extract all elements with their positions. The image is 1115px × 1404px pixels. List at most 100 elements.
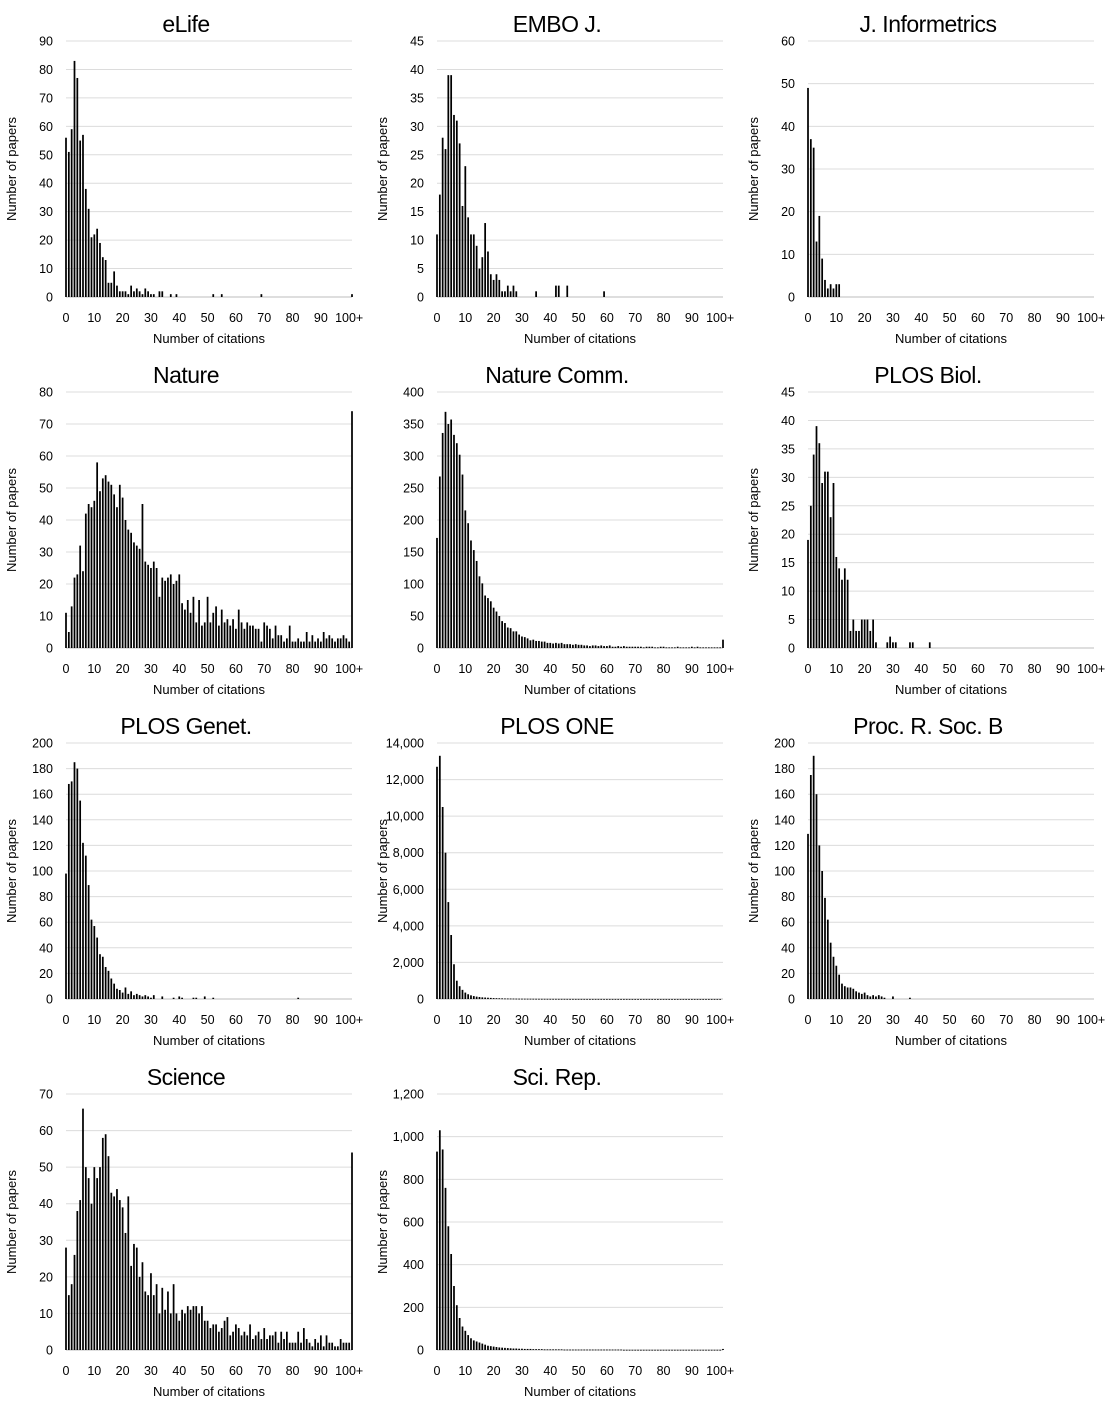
bar [113, 271, 116, 297]
bar [152, 561, 155, 648]
bar [260, 1339, 263, 1350]
bar [569, 644, 571, 648]
bar [815, 794, 818, 999]
bar [294, 1342, 297, 1350]
bar [631, 1349, 634, 1351]
bar [110, 484, 113, 648]
bar [487, 1345, 489, 1350]
bar [322, 1346, 325, 1350]
y-tick-label: 20 [39, 578, 53, 592]
bar [107, 970, 110, 999]
bar [475, 996, 478, 999]
bar [654, 647, 656, 649]
bar [288, 1342, 291, 1350]
chart-title: eLife [162, 11, 209, 37]
x-tick-label: 60 [229, 311, 243, 325]
bar [263, 622, 266, 648]
y-tick-label: 40 [39, 177, 53, 191]
bar [625, 998, 628, 1000]
bar [297, 638, 300, 648]
bar [583, 1349, 586, 1351]
y-tick-label: 120 [774, 839, 795, 853]
bar [124, 520, 127, 648]
bar [291, 641, 294, 648]
bar [438, 476, 441, 648]
chart-title: Nature [153, 362, 219, 388]
bar [501, 621, 503, 648]
bar [302, 641, 305, 648]
bar [872, 619, 874, 648]
bar [702, 1349, 705, 1351]
bar [659, 646, 662, 648]
bar [809, 139, 812, 297]
bar [852, 988, 855, 999]
x-tick-label: 90 [685, 1013, 699, 1027]
bar [623, 998, 625, 1000]
bar [673, 998, 676, 1000]
chart-panel-science: Science 0 10 20 30 40 50 60 70 0 10 20 30 40 50 60 70 80 9… [0, 1053, 371, 1404]
x-tick-label: 90 [314, 311, 328, 325]
bar [475, 560, 478, 648]
bar [274, 625, 277, 648]
bar [322, 632, 325, 648]
bar [269, 628, 271, 648]
bar [591, 645, 594, 648]
x-tick-label: 70 [628, 662, 642, 676]
bar [283, 641, 285, 648]
y-tick-label: 40 [781, 414, 795, 428]
x-tick-label: 100+ [1077, 662, 1105, 676]
bar [82, 1108, 84, 1350]
bar [869, 630, 872, 648]
bar [637, 998, 639, 1000]
bar [478, 268, 481, 297]
bar [637, 1349, 639, 1351]
bar [707, 998, 710, 1000]
y-tick-label: 30 [39, 546, 53, 560]
bar [450, 935, 453, 999]
x-tick-label: 50 [201, 1364, 215, 1378]
bar [611, 1349, 614, 1351]
bar [883, 997, 886, 999]
chart-panel-elife: eLife 0 10 20 30 40 50 60 70 80 90 0 10 20 30 40 50 60 70 8… [0, 0, 371, 351]
bar [498, 1347, 501, 1350]
bar [455, 443, 458, 648]
bar [555, 1349, 557, 1351]
bar [130, 532, 132, 648]
bar [96, 1178, 99, 1350]
y-tick-label: 100 [403, 578, 424, 592]
bar [93, 234, 96, 297]
x-tick-label: 50 [943, 311, 957, 325]
bar [489, 997, 492, 999]
bar [67, 151, 70, 297]
y-tick-label: 4,000 [393, 919, 424, 933]
bar [101, 257, 104, 297]
bar [606, 998, 608, 1000]
bar [161, 1287, 164, 1350]
chart-panel-j-informetrics: J. Informetrics 0 10 20 30 40 50 60 0 10 20 30 40 50 6… [742, 0, 1113, 351]
bar [841, 579, 843, 648]
bar [515, 1348, 518, 1350]
y-tick-label: 25 [410, 148, 424, 162]
bar [529, 998, 532, 1000]
bar [872, 995, 874, 999]
bar [557, 998, 560, 1000]
bar [546, 998, 549, 1000]
bar [450, 419, 453, 648]
bar [220, 294, 223, 297]
chart-title: Proc. R. Soc. B [853, 713, 1003, 739]
bar [829, 942, 832, 999]
x-tick-label: 30 [515, 662, 529, 676]
bar [526, 1348, 529, 1350]
bar [634, 1349, 637, 1351]
bar [532, 639, 535, 648]
y-tick-label: 0 [417, 291, 424, 305]
bar [487, 997, 489, 999]
x-tick-label: 40 [172, 1013, 186, 1027]
y-tick-label: 80 [39, 890, 53, 904]
bar [713, 647, 716, 649]
bar [325, 638, 328, 648]
bar [682, 1349, 685, 1351]
bar [90, 507, 93, 648]
bar [280, 635, 283, 648]
